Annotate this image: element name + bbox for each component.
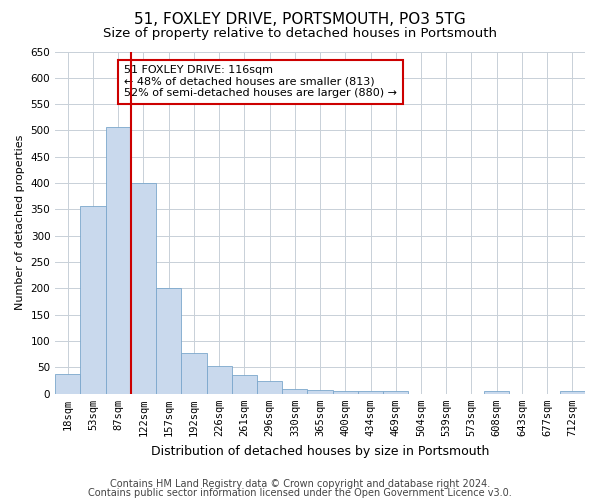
Bar — [181, 352, 206, 394]
Bar — [307, 390, 332, 394]
Bar — [484, 391, 509, 394]
Bar — [80, 206, 106, 394]
Text: Size of property relative to detached houses in Portsmouth: Size of property relative to detached ho… — [103, 28, 497, 40]
Bar — [232, 376, 257, 394]
Bar — [106, 127, 131, 394]
X-axis label: Distribution of detached houses by size in Portsmouth: Distribution of detached houses by size … — [151, 444, 489, 458]
Bar — [131, 183, 156, 394]
Bar — [332, 391, 358, 394]
Bar — [358, 391, 383, 394]
Text: Contains public sector information licensed under the Open Government Licence v3: Contains public sector information licen… — [88, 488, 512, 498]
Bar — [560, 391, 585, 394]
Text: 51, FOXLEY DRIVE, PORTSMOUTH, PO3 5TG: 51, FOXLEY DRIVE, PORTSMOUTH, PO3 5TG — [134, 12, 466, 28]
Bar — [383, 391, 409, 394]
Y-axis label: Number of detached properties: Number of detached properties — [15, 135, 25, 310]
Bar — [55, 374, 80, 394]
Bar — [206, 366, 232, 394]
Text: Contains HM Land Registry data © Crown copyright and database right 2024.: Contains HM Land Registry data © Crown c… — [110, 479, 490, 489]
Bar — [257, 380, 282, 394]
Text: 51 FOXLEY DRIVE: 116sqm
← 48% of detached houses are smaller (813)
52% of semi-d: 51 FOXLEY DRIVE: 116sqm ← 48% of detache… — [124, 65, 397, 98]
Bar — [282, 388, 307, 394]
Bar — [156, 288, 181, 394]
